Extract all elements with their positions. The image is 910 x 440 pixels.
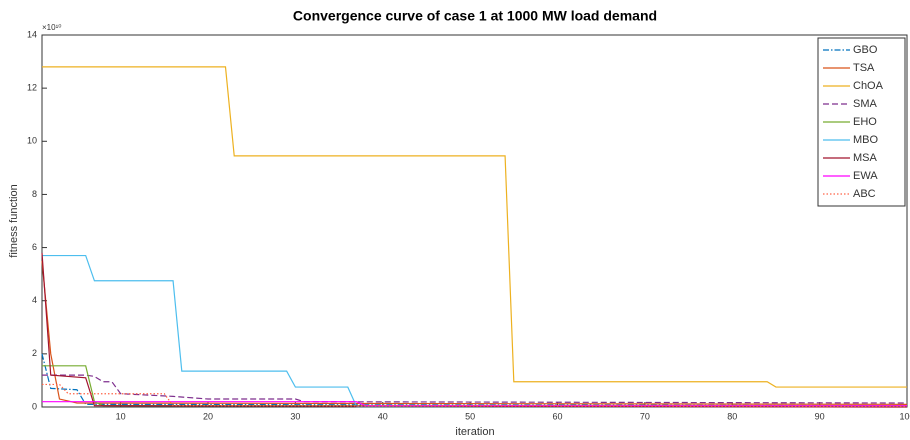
legend-label: SMA <box>853 98 878 110</box>
y-tick-label: 8 <box>32 189 37 199</box>
x-axis-label: iteration <box>455 426 494 438</box>
x-tick-label: 80 <box>727 411 737 421</box>
legend-label: MBO <box>853 134 879 146</box>
x-tick-label: 30 <box>290 411 300 421</box>
y-tick-label: 4 <box>32 295 37 305</box>
series-line <box>42 365 907 407</box>
x-tick-label: 70 <box>640 411 650 421</box>
x-tick-label: 20 <box>203 411 213 421</box>
legend-label: ABC <box>853 188 876 200</box>
legend-label: TSA <box>853 62 875 74</box>
series-line <box>42 401 907 407</box>
y-tick-label: 14 <box>27 29 37 39</box>
chart-title: Convergence curve of case 1 at 1000 MW l… <box>293 8 657 24</box>
y-tick-label: 0 <box>32 401 37 411</box>
series-line <box>42 66 907 388</box>
legend-label: EHO <box>853 116 877 128</box>
legend-label: GBO <box>853 44 878 56</box>
y-axis-label: fitness function <box>8 184 20 257</box>
x-tick-label: 90 <box>815 411 825 421</box>
series-line <box>42 383 908 408</box>
y-tick-label: 10 <box>27 136 37 146</box>
series-line <box>41 260 908 405</box>
series-line <box>41 353 908 407</box>
series-line <box>42 374 908 404</box>
x-tick-label: 10 <box>116 411 126 421</box>
plot-frame <box>41 34 908 408</box>
x-tick-label: 100 <box>899 411 910 421</box>
x-tick-label: 40 <box>378 411 388 421</box>
legend-label: EWA <box>853 170 878 182</box>
series-line <box>42 254 907 408</box>
legend-label: ChOA <box>853 80 884 92</box>
y-tick-label: 2 <box>32 348 37 358</box>
x-tick-label: 50 <box>465 411 475 421</box>
legend-label: MSA <box>853 152 878 164</box>
x-tick-label: 60 <box>552 411 562 421</box>
series-line <box>41 252 908 408</box>
y-tick-label: 12 <box>27 83 37 93</box>
y-tick-label: 6 <box>32 242 37 252</box>
y-multiplier: ×10¹⁰ <box>42 23 61 32</box>
